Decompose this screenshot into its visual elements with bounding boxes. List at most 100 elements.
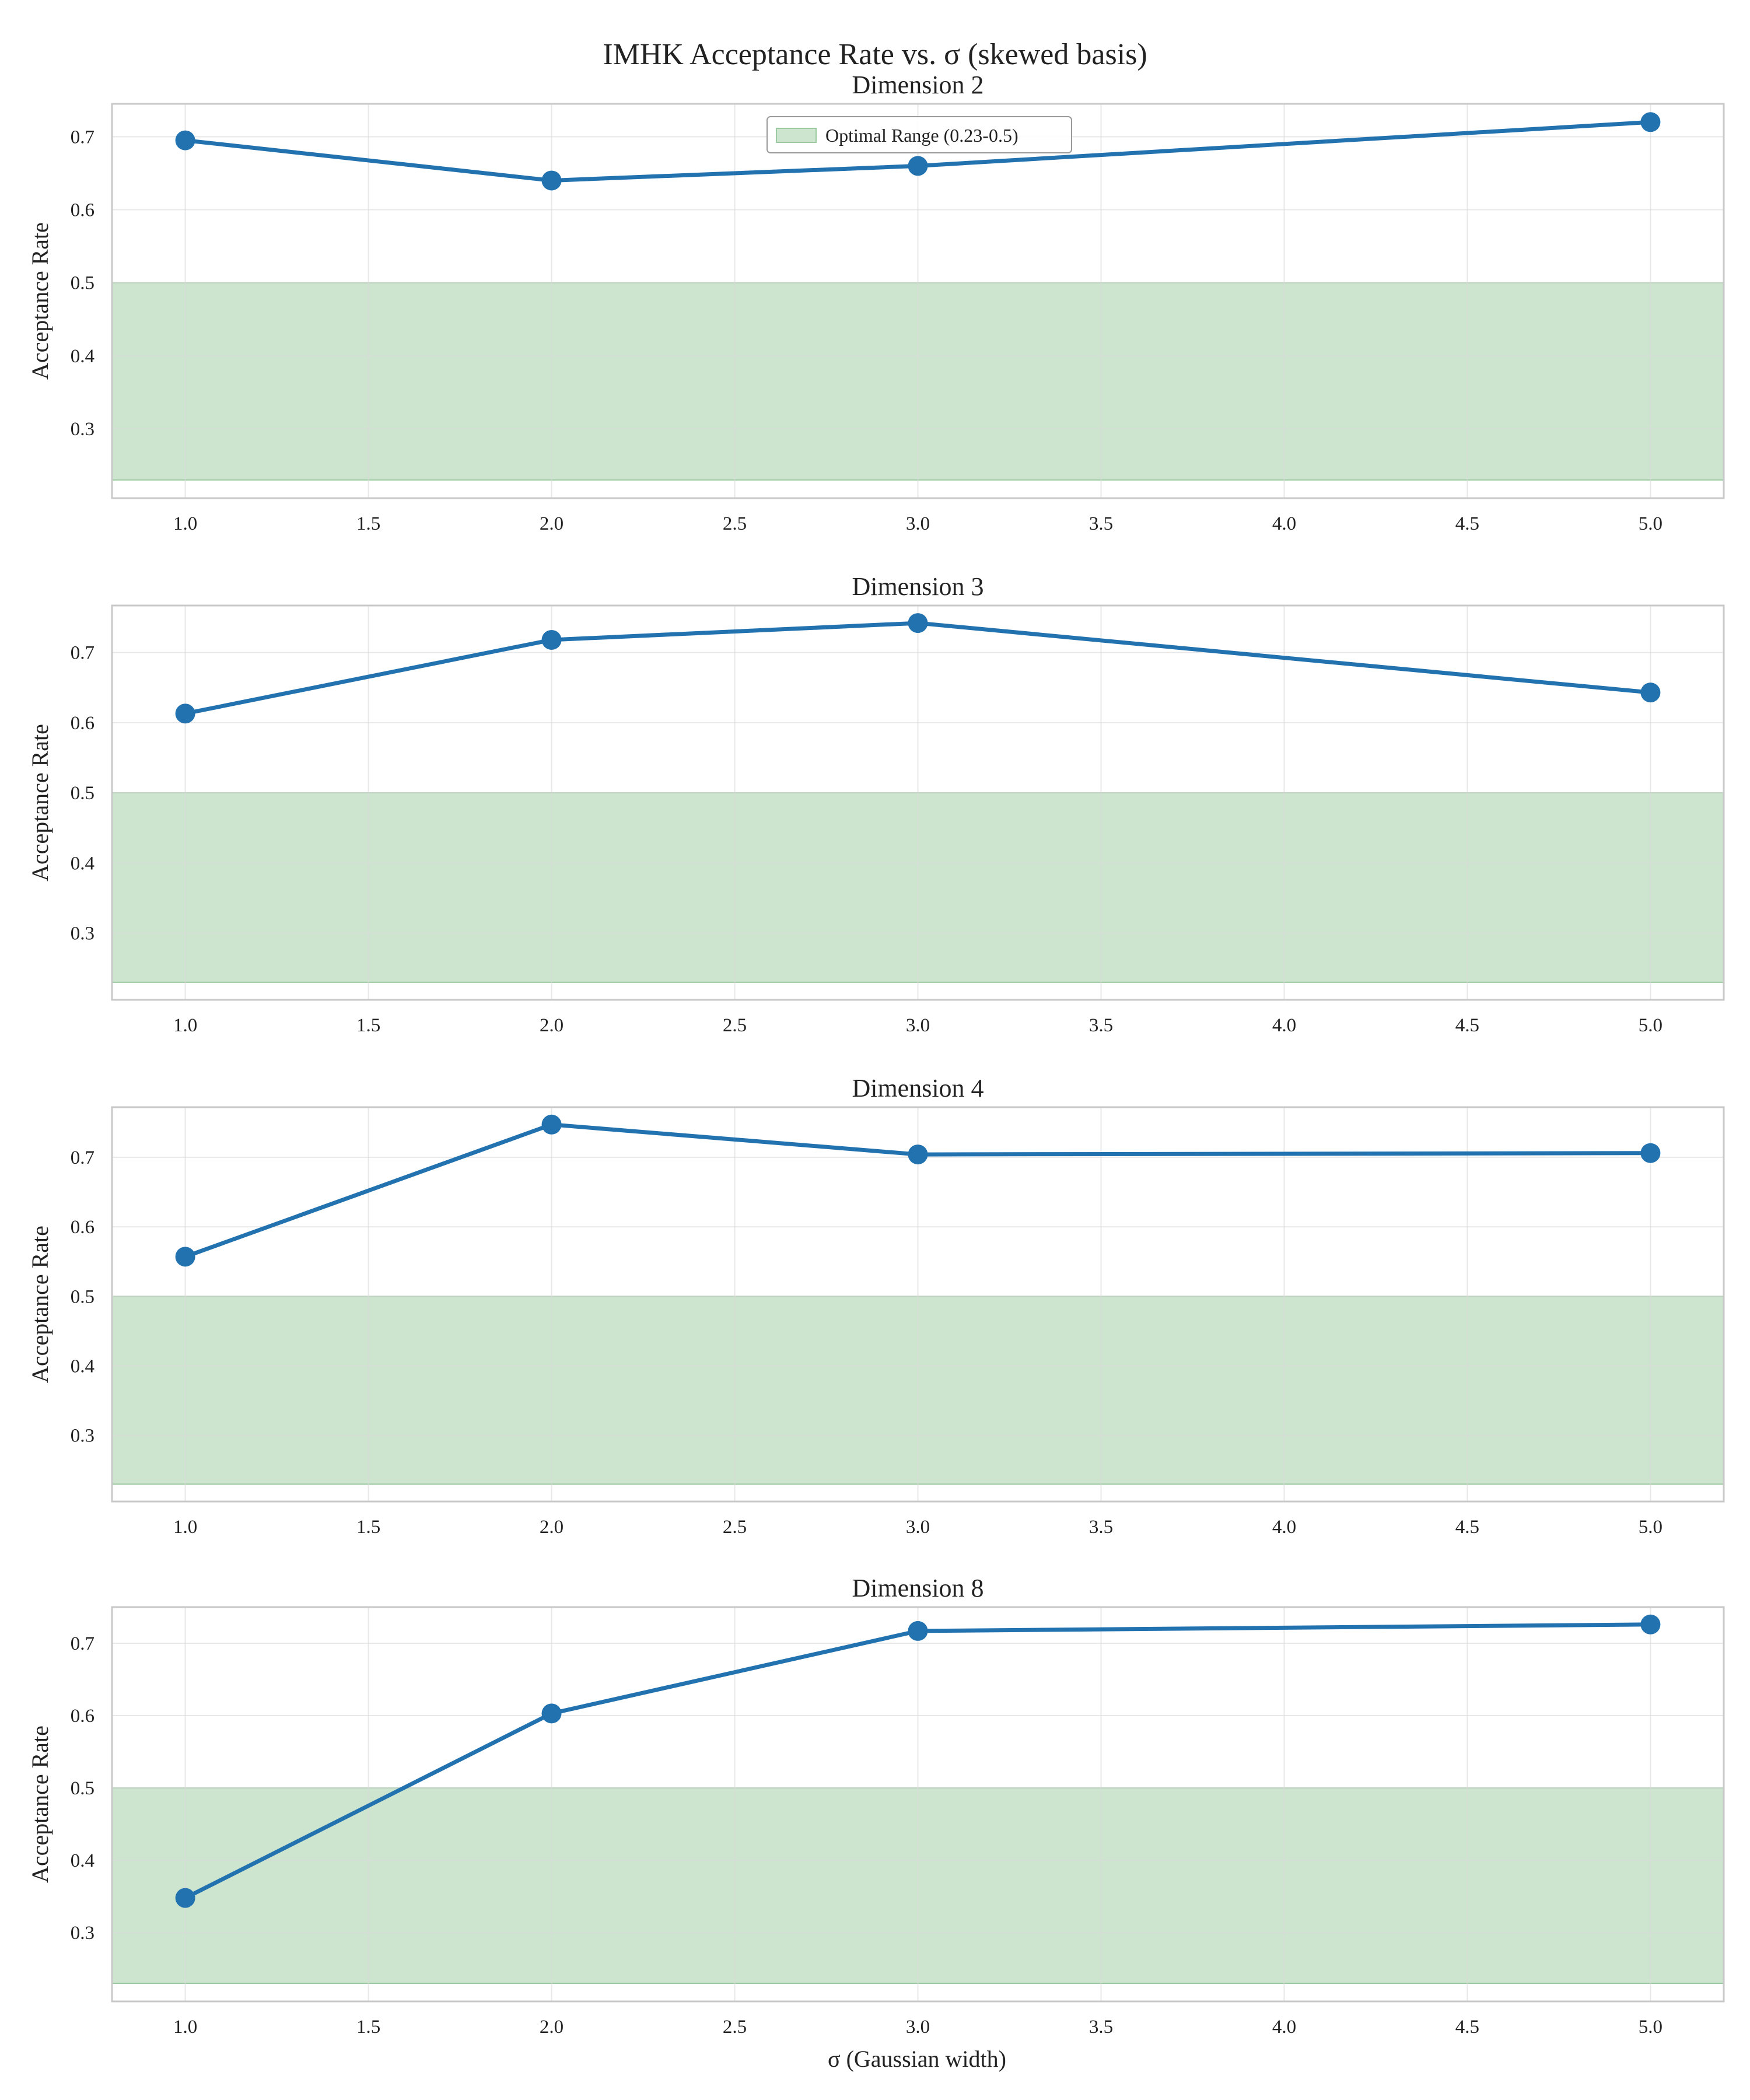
data-point (908, 156, 928, 176)
x-tick-label: 5.0 (1639, 1517, 1662, 1538)
y-tick-label: 0.4 (71, 346, 94, 367)
data-point (1640, 682, 1661, 703)
y-tick-label: 0.6 (71, 1706, 94, 1727)
legend-label: Optimal Range (0.23-0.5) (825, 125, 1019, 146)
y-axis-label: Acceptance Rate (27, 222, 53, 380)
figure-title: IMHK Acceptance Rate vs. σ (skewed basis… (603, 38, 1147, 71)
series-line (183, 120, 1653, 183)
panel-title: Dimension 8 (852, 1574, 984, 1602)
legend: Optimal Range (0.23-0.5) (766, 116, 1072, 153)
y-tick-label: 0.6 (71, 200, 94, 221)
data-point (1640, 112, 1661, 132)
data-point (1640, 1614, 1661, 1634)
x-tick-label: 3.0 (906, 2017, 930, 2038)
axes-frame (111, 103, 1725, 499)
legend-swatch (776, 128, 817, 143)
x-tick-label: 1.0 (173, 1517, 197, 1538)
x-tick-label: 2.5 (723, 1517, 747, 1538)
y-tick-label: 0.3 (71, 923, 94, 944)
y-tick-label: 0.5 (71, 273, 94, 294)
panel-title: Dimension 2 (852, 71, 984, 99)
x-tick-label: 1.0 (173, 1015, 197, 1036)
panel-title: Dimension 4 (852, 1074, 984, 1102)
data-point (908, 613, 928, 634)
x-axis-label: σ (Gaussian width) (828, 2046, 1006, 2072)
data-point (541, 1703, 562, 1724)
x-tick-label: 3.0 (906, 513, 930, 534)
y-tick-label: 0.5 (71, 1778, 94, 1799)
y-tick-label: 0.7 (71, 1633, 94, 1654)
y-tick-label: 0.7 (71, 643, 94, 664)
y-tick-label: 0.6 (71, 1217, 94, 1238)
y-tick-label: 0.4 (71, 853, 94, 874)
x-tick-label: 2.0 (540, 513, 564, 534)
y-tick-label: 0.5 (71, 783, 94, 804)
x-tick-label: 3.0 (906, 1517, 930, 1538)
x-tick-label: 1.0 (173, 513, 197, 534)
x-tick-label: 3.5 (1089, 1015, 1113, 1036)
data-point (541, 170, 562, 191)
y-tick-label: 0.3 (71, 1923, 94, 1944)
data-point (541, 629, 562, 650)
x-tick-label: 1.5 (356, 513, 380, 534)
panel-title: Dimension 3 (852, 572, 984, 601)
panels: 1.0 1.5 2.0 2.5 3.0 3.5 4.0 4.5 5.0 0.3 0.4 0.5 0.6 0… (27, 71, 1725, 2038)
y-tick-label: 0.6 (71, 713, 94, 734)
x-tick-label: 2.0 (540, 1015, 564, 1036)
panel-2: 1.0 1.5 2.0 2.5 3.0 3.5 4.0 4.5 5.0 0.3 0.4 0.5 0.6 0… (27, 572, 1725, 1036)
y-tick-label: 0.3 (71, 419, 94, 440)
data-point (908, 1144, 928, 1165)
axes-frame (111, 1106, 1725, 1503)
x-tick-label: 5.0 (1639, 513, 1662, 534)
x-tick-label: 4.5 (1455, 2017, 1479, 2038)
panel-3: 1.0 1.5 2.0 2.5 3.0 3.5 4.0 4.5 5.0 0.3 0.4 0.5 0.6 0… (27, 1074, 1725, 1538)
x-tick-label: 1.5 (356, 1015, 380, 1036)
panel-1: 1.0 1.5 2.0 2.5 3.0 3.5 4.0 4.5 5.0 0.3 0.4 0.5 0.6 0… (27, 71, 1725, 534)
y-tick-label: 0.7 (71, 1147, 94, 1168)
x-tick-label: 1.0 (173, 2017, 197, 2038)
x-tick-label: 2.5 (723, 513, 747, 534)
data-point (541, 1114, 562, 1135)
x-tick-label: 3.5 (1089, 513, 1113, 534)
data-point (175, 1888, 195, 1908)
y-tick-label: 0.4 (71, 1850, 94, 1871)
x-tick-label: 5.0 (1639, 1015, 1662, 1036)
axes-frame (111, 1606, 1725, 2003)
x-tick-label: 3.5 (1089, 1517, 1113, 1538)
y-tick-label: 0.5 (71, 1286, 94, 1307)
x-tick-label: 4.5 (1455, 1517, 1479, 1538)
y-tick-label: 0.7 (71, 127, 94, 148)
series-line (183, 1122, 1653, 1259)
y-axis-label: Acceptance Rate (27, 1226, 53, 1383)
x-tick-label: 4.0 (1272, 1517, 1296, 1538)
x-tick-label: 4.0 (1272, 1015, 1296, 1036)
x-tick-label: 3.5 (1089, 2017, 1113, 2038)
x-tick-label: 4.5 (1455, 513, 1479, 534)
x-tick-label: 5.0 (1639, 2017, 1662, 2038)
data-point (175, 130, 195, 150)
legend-box (766, 116, 1072, 153)
panel-4: 1.0 1.5 2.0 2.5 3.0 3.5 4.0 4.5 5.0 0.3 0.4 0.5 0.6 0… (27, 1574, 1725, 2038)
data-point (175, 1247, 195, 1267)
data-point (175, 704, 195, 724)
x-tick-label: 2.0 (540, 1517, 564, 1538)
data-point (1640, 1143, 1661, 1163)
x-tick-label: 1.5 (356, 2017, 380, 2038)
axes-frame (111, 604, 1725, 1001)
y-axis-label: Acceptance Rate (27, 724, 53, 881)
x-tick-label: 4.0 (1272, 513, 1296, 534)
x-tick-label: 4.0 (1272, 2017, 1296, 2038)
series-line (183, 621, 1653, 716)
y-tick-label: 0.4 (71, 1356, 94, 1377)
series-line (183, 1622, 1653, 1901)
x-tick-label: 2.5 (723, 2017, 747, 2038)
y-tick-label: 0.3 (71, 1426, 94, 1447)
x-tick-label: 1.5 (356, 1517, 380, 1538)
x-tick-label: 2.0 (540, 2017, 564, 2038)
x-tick-label: 2.5 (723, 1015, 747, 1036)
y-axis-label: Acceptance Rate (27, 1726, 53, 1883)
data-point (908, 1620, 928, 1641)
x-tick-label: 4.5 (1455, 1015, 1479, 1036)
x-tick-label: 3.0 (906, 1015, 930, 1036)
